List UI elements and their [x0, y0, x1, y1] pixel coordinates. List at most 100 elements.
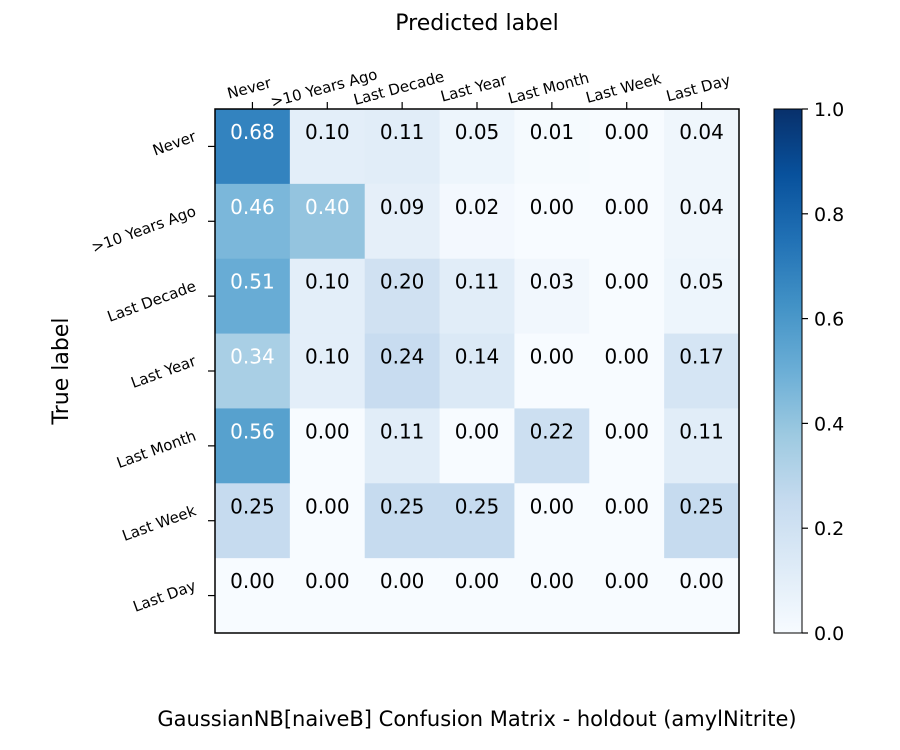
cell-value-label: 0.25	[679, 494, 724, 518]
cell-value-label: 0.00	[230, 569, 275, 593]
heatmap-cell	[289, 408, 366, 484]
cell-value-label: 0.51	[230, 270, 275, 294]
colorbar	[773, 108, 803, 634]
heatmap-cell	[289, 483, 366, 559]
x-tick-label: Last Month	[506, 69, 591, 108]
heatmap-cell	[289, 258, 366, 335]
x-tick-label: Last Week	[584, 69, 663, 106]
cell-value-label: 0.17	[679, 345, 724, 369]
cell-value-label: 0.00	[455, 569, 500, 593]
y-axis-title: True label	[49, 318, 74, 426]
cell-value-label: 0.10	[305, 270, 350, 294]
cell-value-label: 0.01	[530, 120, 575, 144]
cell-value-label: 0.25	[380, 494, 425, 518]
heatmap-cell	[215, 183, 291, 260]
cell-value-label: 0.20	[380, 270, 425, 294]
cell-value-label: 0.00	[380, 569, 425, 593]
heatmap-cell	[589, 109, 665, 185]
heatmap-cell	[589, 258, 665, 335]
y-tick-label: >10 Years Ago	[89, 202, 198, 256]
cell-value-label: 0.46	[230, 195, 275, 219]
heatmap-cell	[589, 483, 665, 559]
cell-value-label: 0.11	[380, 419, 425, 443]
heatmap-cell	[215, 333, 291, 409]
heatmap-cell	[514, 483, 590, 559]
heatmap-cell	[514, 258, 590, 335]
cell-value-label: 0.11	[455, 270, 500, 294]
heatmap-cell	[289, 558, 366, 634]
cell-value-label: 0.11	[679, 419, 724, 443]
cell-value-label: 0.02	[455, 195, 500, 219]
heatmap-cell	[664, 558, 740, 634]
cell-value-label: 0.24	[380, 345, 425, 369]
heatmap-cell	[364, 258, 441, 335]
heatmap-cell	[664, 183, 740, 260]
heatmap-cell	[289, 109, 366, 185]
cell-value-label: 0.10	[305, 120, 350, 144]
heatmap-cell	[439, 408, 515, 484]
cell-value-label: 0.00	[604, 419, 649, 443]
cell-value-label: 0.10	[305, 345, 350, 369]
heatmap-cell	[215, 483, 291, 559]
y-tick-label: Last Month	[114, 427, 198, 472]
heatmap-cell	[439, 183, 515, 260]
x-axis-title: Predicted label	[395, 11, 558, 36]
heatmap-cell	[514, 558, 590, 634]
heatmap-cell	[215, 109, 291, 185]
cell-value-label: 0.00	[604, 270, 649, 294]
cell-value-label: 0.00	[305, 419, 350, 443]
heatmap-cell	[215, 558, 291, 634]
cell-value-label: 0.00	[530, 569, 575, 593]
cell-value-label: 0.00	[604, 120, 649, 144]
cell-value-label: 0.03	[530, 270, 575, 294]
colorbar-tick-label: 0.8	[814, 204, 844, 226]
cell-value-label: 0.40	[305, 195, 350, 219]
cell-value-label: 0.22	[530, 419, 575, 443]
heatmap-cell	[439, 109, 515, 185]
cell-value-label: 0.00	[604, 494, 649, 518]
heatmap-cell	[364, 333, 441, 409]
y-tick-label: Last Decade	[105, 277, 199, 326]
y-axis-ticks: Never >10 Years Ago Last Decade Last Year La…	[89, 127, 215, 616]
cell-value-label: 0.05	[455, 120, 500, 144]
heatmap-cell	[664, 109, 740, 185]
heatmap-cell	[514, 109, 590, 185]
colorbar-tick-label: 0.4	[814, 413, 844, 435]
heatmap-cell	[664, 333, 740, 409]
cell-value-label: 0.00	[604, 569, 649, 593]
cell-value-label: 0.68	[230, 120, 275, 144]
heatmap-cell	[439, 333, 515, 409]
cell-value-label: 0.14	[455, 345, 500, 369]
x-tick-label: Never	[225, 73, 274, 102]
cell-value-label: 0.00	[455, 419, 500, 443]
cell-value-label: 0.00	[679, 569, 724, 593]
cell-value-label: 0.00	[530, 494, 575, 518]
heatmap-cell	[589, 333, 665, 409]
heatmap-cell	[589, 183, 665, 260]
heatmap-cell	[664, 258, 740, 335]
y-tick-label: Last Year	[129, 352, 200, 392]
heatmap-cell	[364, 408, 441, 484]
y-tick-label: Last Week	[120, 501, 199, 544]
heatmap-cell	[215, 258, 291, 335]
heatmap-cell	[289, 333, 366, 409]
cell-value-label: 0.56	[230, 419, 275, 443]
cell-value-label: 0.00	[305, 569, 350, 593]
x-tick-label: Last Day	[664, 71, 732, 105]
colorbar-tick-label: 1.0	[814, 99, 844, 121]
heatmap-cell	[289, 183, 366, 260]
heatmap-cell	[589, 408, 665, 484]
cell-value-label: 0.00	[604, 195, 649, 219]
heatmap-cell	[664, 408, 740, 484]
cell-value-label: 0.25	[455, 494, 500, 518]
heatmap-cells	[215, 109, 740, 634]
x-tick-label: Last Year	[439, 70, 510, 105]
heatmap-cell-values: 0.68 0.10 0.11 0.05 0.01 0.00 0.04 0.46 0.40 0.09…	[230, 120, 724, 593]
heatmap-cell	[664, 483, 740, 559]
heatmap-cell	[514, 183, 590, 260]
colorbar-ticks: 0.0 0.2 0.4 0.6 0.8 1.0	[802, 99, 844, 645]
colorbar-tick-label: 0.6	[814, 309, 844, 331]
heatmap-cell	[439, 483, 515, 559]
cell-value-label: 0.34	[230, 345, 275, 369]
